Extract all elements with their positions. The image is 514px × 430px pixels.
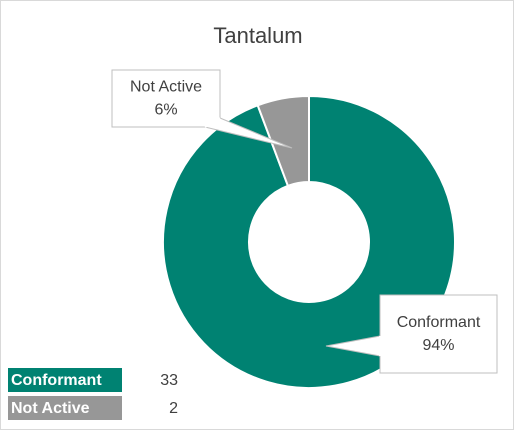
callout-name: Conformant	[397, 314, 481, 331]
callout-value: 6%	[154, 102, 177, 119]
callout-pointer	[204, 117, 293, 149]
callout-cover	[204, 117, 221, 128]
legend-swatch	[8, 368, 122, 392]
callout-value: 94%	[422, 337, 454, 354]
donut-slice	[256, 94, 310, 188]
legend-count: 2	[169, 400, 178, 417]
callout-pointer	[325, 335, 381, 357]
legend-label: Not Active	[11, 400, 90, 417]
callout-name: Not Active	[130, 79, 202, 96]
legend-label: Conformant	[11, 372, 102, 389]
callout-box	[379, 294, 498, 374]
legend-count: 33	[160, 372, 178, 389]
chart-title: Tantalum	[213, 23, 302, 48]
legend-swatch	[8, 396, 122, 420]
